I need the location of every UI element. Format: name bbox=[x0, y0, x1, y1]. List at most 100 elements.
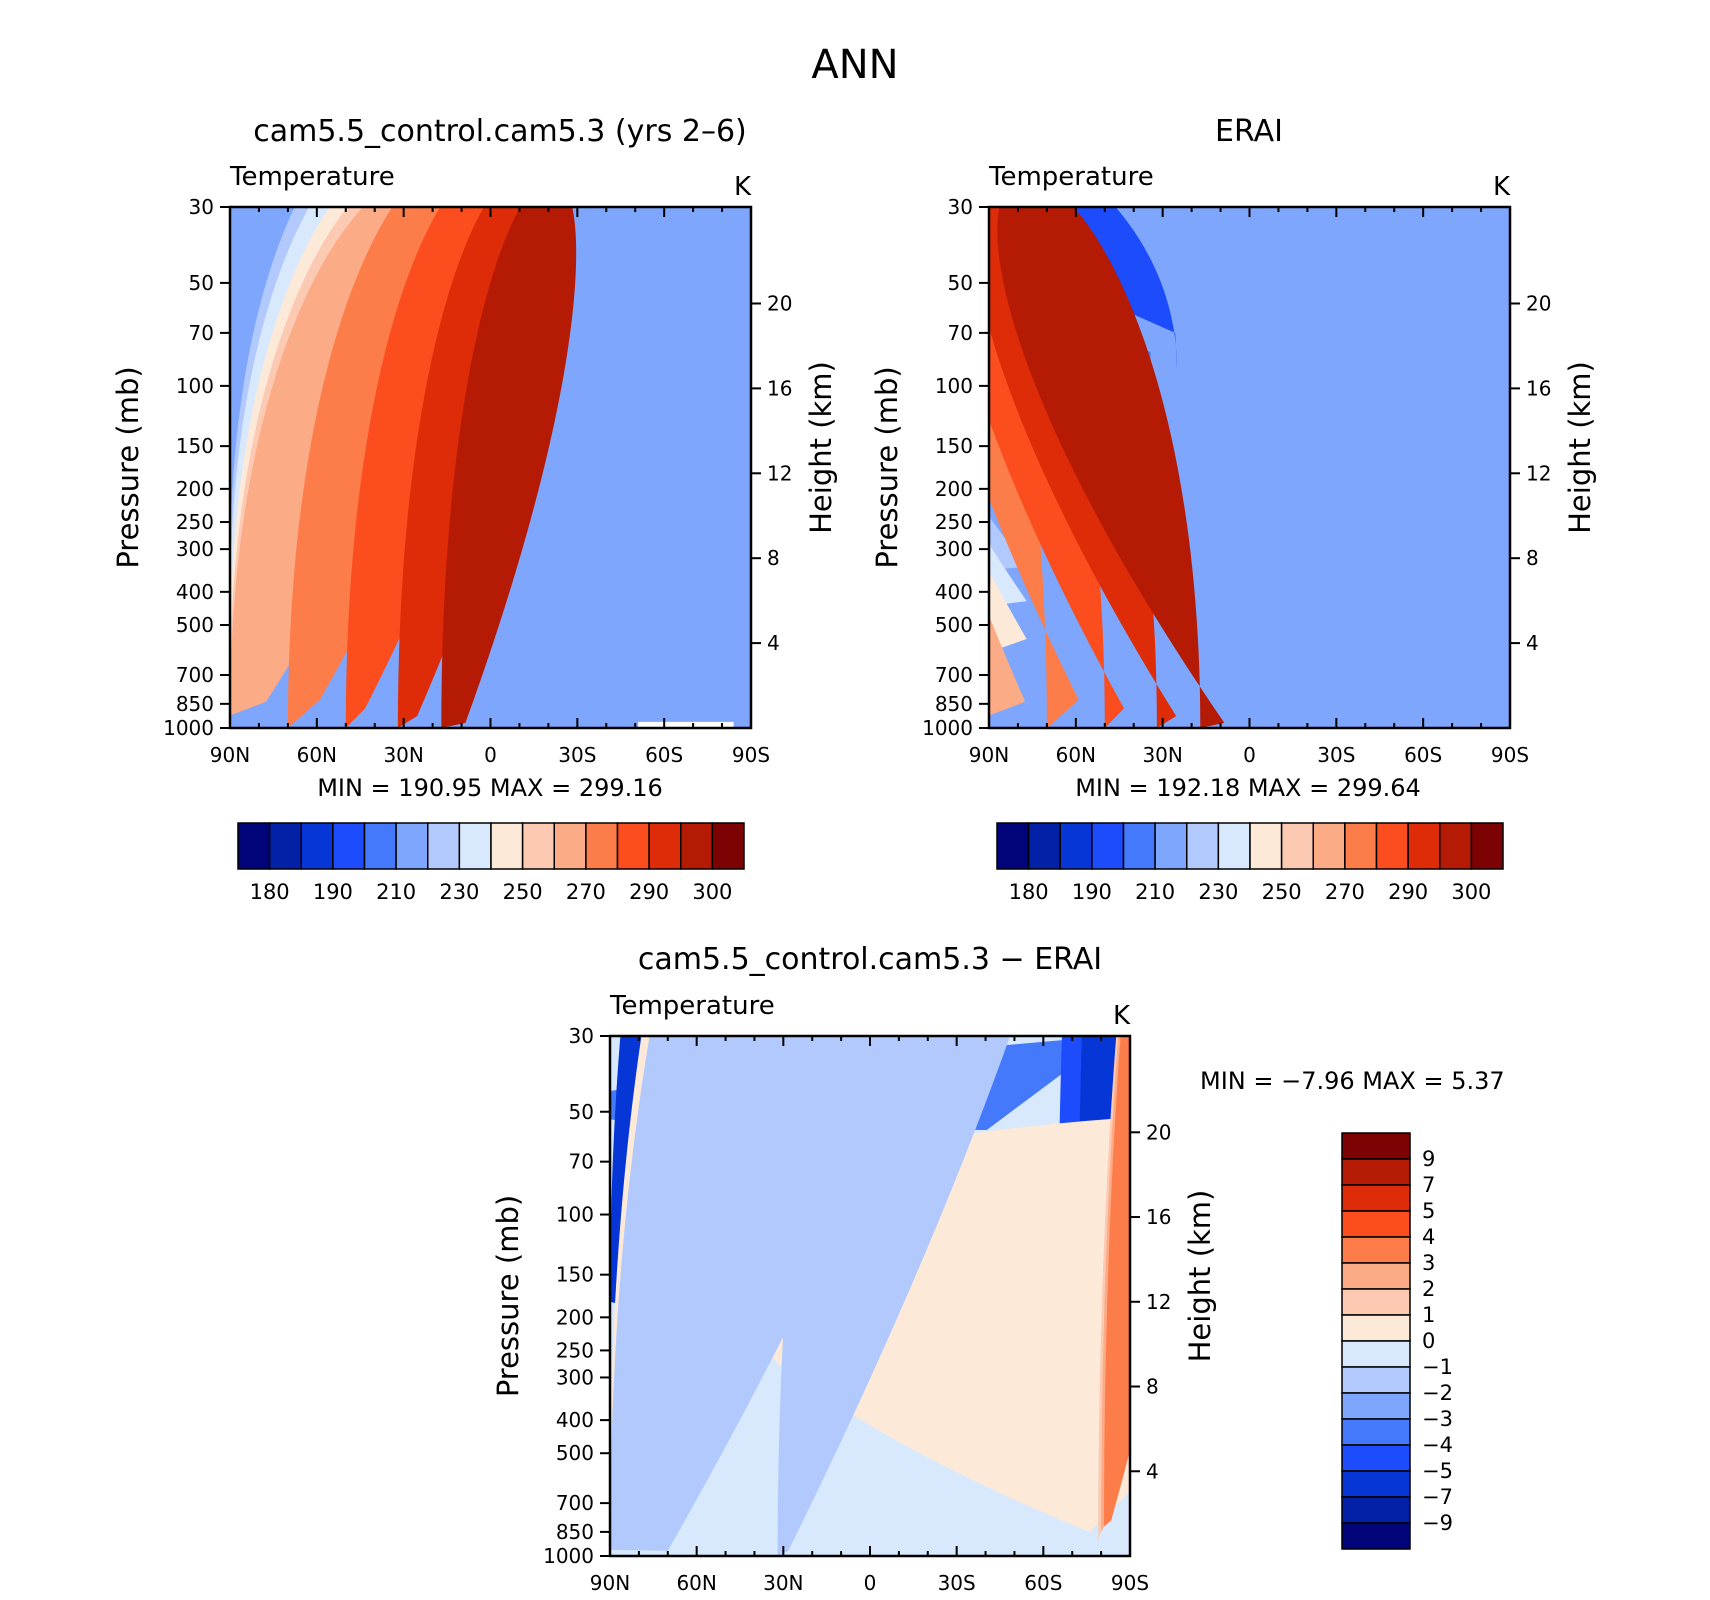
colorbar-swatch bbox=[1027, 822, 1061, 870]
x-tick-label: 90S bbox=[1491, 743, 1529, 767]
x-tick-label: 30S bbox=[1317, 743, 1355, 767]
y2-tick-label: 4 bbox=[767, 631, 780, 655]
x-tick-label: 0 bbox=[864, 1571, 877, 1595]
colorbar-swatch bbox=[395, 822, 429, 870]
y-tick-label: 250 bbox=[935, 510, 973, 534]
panel-title: cam5.5_control.cam5.3 (yrs 2–6) bbox=[253, 114, 747, 149]
y-tick-label: 300 bbox=[556, 1365, 594, 1389]
colorbar-label: 210 bbox=[1135, 880, 1175, 904]
min-max-label: MIN = 192.18 MAX = 299.64 bbox=[1075, 774, 1421, 802]
contour-band bbox=[1104, 1036, 1130, 1527]
y-tick-label: 100 bbox=[556, 1203, 594, 1227]
y-tick-label: 50 bbox=[948, 271, 973, 295]
colorbar-swatch bbox=[1122, 822, 1156, 870]
y2-tick-label: 8 bbox=[767, 546, 780, 570]
units-label: K bbox=[1493, 172, 1511, 202]
y-tick-label: 700 bbox=[556, 1491, 594, 1515]
colorbar-label: 1 bbox=[1422, 1303, 1435, 1327]
colorbar-swatch bbox=[427, 822, 461, 870]
panel-erai: ERAI Temperature K 90N 60N 30N 0 30S 60S 90S 30 50 7… bbox=[870, 114, 1597, 904]
colorbar-swatch bbox=[996, 822, 1030, 870]
colorbar-label: 300 bbox=[692, 880, 732, 904]
min-max-label: MIN = −7.96 MAX = 5.37 bbox=[1200, 1067, 1505, 1095]
contour-fill bbox=[610, 1036, 1130, 1556]
colorbar: 180 190 210 230 250 270 290 300 bbox=[996, 822, 1504, 904]
y-tick-label: 1000 bbox=[163, 716, 214, 740]
y2-tick-label: 16 bbox=[767, 376, 792, 400]
colorbar-label: 0 bbox=[1422, 1329, 1435, 1353]
colorbar-swatch bbox=[1341, 1314, 1411, 1342]
contour-band bbox=[610, 1036, 921, 1551]
x-tick-label: 90N bbox=[210, 743, 250, 767]
variable-label: Temperature bbox=[609, 991, 775, 1021]
x-axis: 90N 60N 30N 0 30S 60S 90S bbox=[210, 207, 770, 767]
y2-axis: 20 16 12 8 4 Height (km) bbox=[1130, 1120, 1217, 1483]
x-tick-label: 0 bbox=[484, 743, 497, 767]
colorbar-swatch bbox=[1407, 822, 1441, 870]
colorbar-label: 180 bbox=[250, 880, 290, 904]
contour-band bbox=[989, 615, 1026, 716]
colorbar-swatch bbox=[1375, 822, 1409, 870]
colorbar-label: 270 bbox=[566, 880, 606, 904]
variable-label: Temperature bbox=[229, 162, 395, 192]
y2-tick-label: 16 bbox=[1526, 376, 1551, 400]
y-tick-label: 300 bbox=[176, 537, 214, 561]
y-tick-label: 30 bbox=[189, 195, 214, 219]
colorbar-label: 270 bbox=[1325, 880, 1365, 904]
colorbar-swatch bbox=[237, 822, 271, 870]
colorbar: 180 190 210 230 250 270 290 300 bbox=[237, 822, 745, 904]
colorbar-swatch bbox=[1312, 822, 1346, 870]
contour-band bbox=[441, 207, 577, 728]
y2-tick-label: 20 bbox=[1526, 291, 1551, 315]
y-tick-label: 30 bbox=[569, 1024, 594, 1048]
colorbar-swatch bbox=[363, 822, 397, 870]
y2-axis: 20 16 12 8 4 Height (km) bbox=[1510, 291, 1597, 655]
y-axis-title: Pressure (mb) bbox=[491, 1195, 525, 1397]
colorbar-label: 3 bbox=[1422, 1251, 1435, 1275]
units-label: K bbox=[734, 172, 752, 202]
y-tick-label: 50 bbox=[569, 1100, 594, 1124]
colorbar-swatch bbox=[711, 822, 745, 870]
x-tick-label: 90N bbox=[590, 1571, 630, 1595]
y2-axis-title: Height (km) bbox=[1183, 1190, 1217, 1363]
y-tick-label: 500 bbox=[556, 1441, 594, 1465]
contour-band bbox=[989, 388, 1007, 413]
colorbar-swatch bbox=[332, 822, 366, 870]
colorbar-swatch bbox=[268, 822, 302, 870]
colorbar-label: 290 bbox=[629, 880, 669, 904]
y-tick-label: 700 bbox=[176, 663, 214, 687]
y2-axis-title: Height (km) bbox=[1563, 361, 1597, 534]
x-tick-label: 30N bbox=[763, 1571, 803, 1595]
x-tick-label: 90S bbox=[1111, 1571, 1149, 1595]
panel-model: cam5.5_control.cam5.3 (yrs 2–6) Temperatu… bbox=[111, 114, 838, 904]
y-tick-label: 850 bbox=[176, 692, 214, 716]
y-tick-label: 70 bbox=[189, 321, 214, 345]
colorbar-swatch bbox=[1341, 1236, 1411, 1264]
y2-tick-label: 8 bbox=[1146, 1375, 1159, 1399]
y2-tick-label: 12 bbox=[767, 461, 792, 485]
colorbar-label: 210 bbox=[376, 880, 416, 904]
y2-axis-title: Height (km) bbox=[804, 361, 838, 534]
y-tick-label: 500 bbox=[176, 613, 214, 637]
colorbar-swatch bbox=[648, 822, 682, 870]
x-tick-label: 60N bbox=[1056, 743, 1096, 767]
colorbar-label: 2 bbox=[1422, 1277, 1435, 1301]
y-tick-label: 150 bbox=[176, 434, 214, 458]
colorbar-swatch bbox=[1470, 822, 1504, 870]
y2-tick-label: 20 bbox=[767, 291, 792, 315]
contour-fill bbox=[989, 207, 1510, 728]
colorbar-label: −9 bbox=[1422, 1511, 1453, 1535]
y-tick-label: 200 bbox=[935, 477, 973, 501]
colorbar-swatch bbox=[680, 822, 714, 870]
colorbar-swatch bbox=[1186, 822, 1220, 870]
colorbar-label: 5 bbox=[1422, 1199, 1435, 1223]
colorbar-label: −4 bbox=[1422, 1433, 1453, 1457]
x-tick-label: 60S bbox=[1404, 743, 1442, 767]
panel-difference: cam5.5_control.cam5.3 − ERAI Temperature K… bbox=[491, 942, 1505, 1595]
colorbar-label: 9 bbox=[1422, 1147, 1435, 1171]
y-tick-label: 70 bbox=[948, 321, 973, 345]
x-tick-label: 90S bbox=[732, 743, 770, 767]
x-axis: 90N 60N 30N 0 30S 60S 90S bbox=[590, 1036, 1149, 1595]
x-axis: 90N 60N 30N 0 30S 60S 90S bbox=[969, 207, 1529, 767]
